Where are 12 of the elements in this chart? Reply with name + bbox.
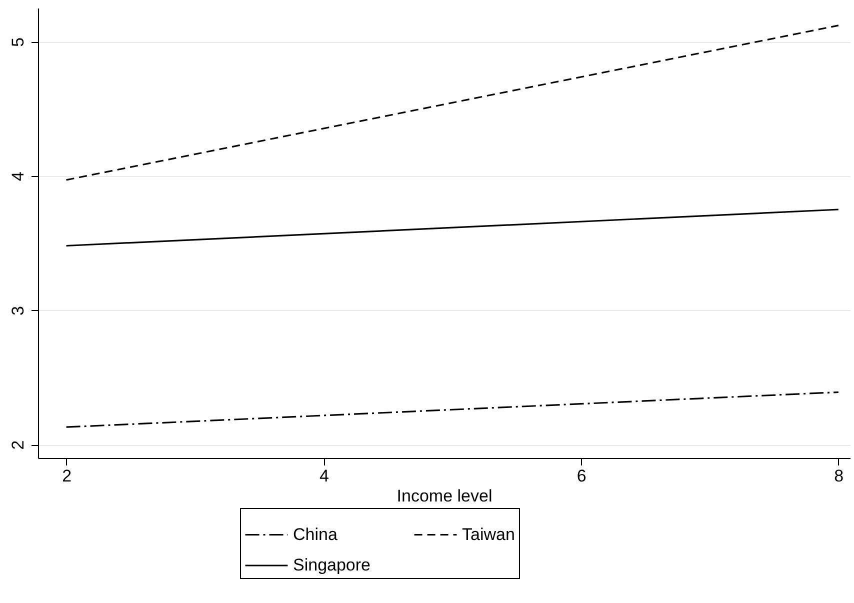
- y-tick-label: 4: [8, 172, 28, 182]
- y-tick-label: 3: [8, 306, 28, 316]
- legend-label: China: [293, 524, 338, 544]
- x-tick-label: 8: [834, 466, 844, 486]
- x-axis-title: Income level: [396, 486, 492, 506]
- legend-label: Taiwan: [462, 524, 515, 544]
- x-tick-label: 4: [319, 466, 329, 486]
- y-tick-label: 5: [8, 37, 28, 47]
- legend-label: Singapore: [293, 556, 371, 574]
- y-tick-label: 2: [8, 440, 28, 450]
- x-tick-label: 6: [576, 466, 586, 486]
- x-tick-label: 2: [62, 466, 72, 486]
